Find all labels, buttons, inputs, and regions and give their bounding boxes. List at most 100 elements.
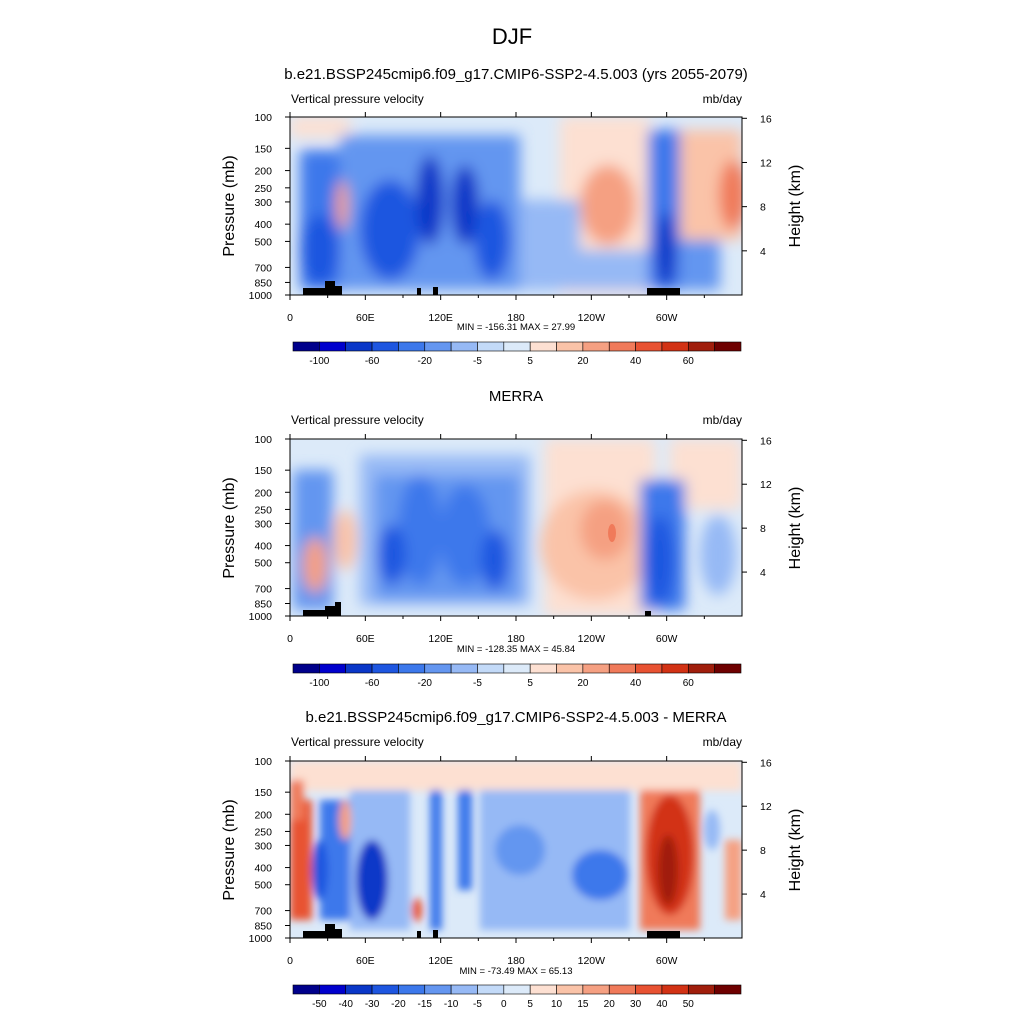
height-tick-label: 4	[760, 889, 766, 901]
y-tick-label: 250	[254, 826, 272, 838]
panel-units-label: mb/day	[703, 413, 742, 427]
panel-diff: b.e21.BSSP245cmip6.f09_g17.CMIP6-SSP2-4.…	[221, 709, 804, 1010]
colorbar-swatch	[661, 341, 689, 352]
colorbar-swatch	[477, 663, 505, 674]
colorbar-swatch	[345, 341, 373, 352]
height-tick-label: 16	[760, 435, 772, 447]
y-tick-label: 100	[254, 434, 272, 446]
x-tick-label: 60E	[356, 312, 375, 324]
y-tick-label: 150	[254, 787, 272, 799]
colorbar-swatch	[450, 663, 478, 674]
y-axis-label: Pressure (mb)	[221, 799, 238, 900]
height-tick-label: 8	[760, 202, 766, 214]
x-tick-label: 0	[287, 312, 293, 324]
x-tick-label: 180	[507, 312, 525, 324]
colorbar-label: -20	[418, 356, 433, 367]
height-tick-label: 12	[760, 801, 772, 813]
x-tick-label: 120W	[578, 633, 606, 645]
colorbar-swatch	[292, 663, 320, 674]
y-tick-label: 250	[254, 504, 272, 516]
panel-model: b.e21.BSSP245cmip6.f09_g17.CMIP6-SSP2-4.…	[221, 66, 804, 367]
colorbar-swatch	[582, 663, 610, 674]
x-tick-label: 180	[507, 633, 525, 645]
y-axis-label: Pressure (mb)	[221, 477, 238, 578]
panel-title: MERRA	[489, 388, 543, 405]
colorbar-swatch	[371, 341, 399, 352]
colorbar-swatch	[661, 663, 689, 674]
y-tick-label: 150	[254, 465, 272, 477]
colorbar: -100 -60 -20 -5 5 20 40 60	[292, 663, 742, 689]
x-tick-label: 120E	[428, 955, 453, 967]
y-axis-right-label: Height (km)	[787, 809, 804, 892]
y-tick-label: 1000	[249, 933, 273, 945]
colorbar-swatch	[687, 984, 715, 995]
topography-mask	[303, 602, 651, 616]
topography-mask	[303, 281, 680, 295]
colorbar-swatch	[398, 984, 426, 995]
colorbar-swatch	[529, 341, 557, 352]
colorbar-swatch	[529, 663, 557, 674]
y-tick-label: 100	[254, 112, 272, 124]
x-tick-label: 60E	[356, 633, 375, 645]
y-tick-label: 400	[254, 219, 272, 231]
y-tick-label: 850	[254, 599, 272, 611]
height-tick-label: 4	[760, 567, 766, 579]
colorbar-swatch	[398, 341, 426, 352]
colorbar-label: 5	[527, 356, 533, 367]
x-tick-label: 120W	[578, 312, 606, 324]
x-tick-label: 180	[507, 955, 525, 967]
colorbar: -100 -60 -20 -5 5 20 40 60	[292, 341, 742, 367]
y-tick-label: 700	[254, 906, 272, 918]
colorbar-swatch	[319, 663, 347, 674]
field-plot	[290, 439, 742, 616]
y-tick-label: 500	[254, 236, 272, 248]
colorbar-swatch	[477, 341, 505, 352]
x-tick-label: 120E	[428, 312, 453, 324]
colorbar-swatch	[424, 984, 452, 995]
field-plot	[290, 117, 742, 295]
colorbar-label: 60	[683, 678, 695, 689]
panel-obs: MERRA Vertical pressure velocity mb/day …	[221, 388, 804, 689]
colorbar-swatch	[556, 341, 584, 352]
colorbar-swatch	[371, 663, 399, 674]
colorbar-swatch	[635, 341, 663, 352]
colorbar-label: -5	[473, 678, 482, 689]
x-tick-label: 0	[287, 955, 293, 967]
y-tick-label: 300	[254, 840, 272, 852]
colorbar-swatch	[345, 663, 373, 674]
y-tick-label: 150	[254, 143, 272, 155]
y-tick-label: 300	[254, 518, 272, 530]
height-tick-label: 12	[760, 479, 772, 491]
colorbar-label: -5	[473, 999, 482, 1010]
y-tick-label: 200	[254, 487, 272, 499]
colorbar-label: -10	[444, 999, 459, 1010]
height-tick-label: 8	[760, 523, 766, 535]
colorbar-swatch	[582, 341, 610, 352]
colorbar-label: 10	[551, 999, 563, 1010]
panel-title: b.e21.BSSP245cmip6.f09_g17.CMIP6-SSP2-4.…	[284, 66, 748, 83]
panel-variable-label: Vertical pressure velocity	[291, 413, 424, 427]
colorbar-label: 40	[656, 999, 668, 1010]
colorbar-swatch	[503, 984, 531, 995]
x-tick-label: 120W	[578, 955, 606, 967]
colorbar-label: -100	[309, 356, 329, 367]
panel-variable-label: Vertical pressure velocity	[291, 735, 424, 749]
y-tick-label: 1000	[249, 611, 273, 623]
colorbar-label: 20	[604, 999, 616, 1010]
colorbar-label: 20	[577, 356, 589, 367]
colorbar-swatch	[292, 984, 320, 995]
y-tick-label: 100	[254, 756, 272, 768]
colorbar-label: -40	[338, 999, 353, 1010]
colorbar-swatch	[292, 341, 320, 352]
colorbar-label: 5	[527, 999, 533, 1010]
colorbar-swatch	[319, 341, 347, 352]
min-max-stats: MIN = -128.35 MAX = 45.84	[457, 644, 575, 655]
colorbar-swatch	[556, 984, 584, 995]
colorbar-swatch	[582, 984, 610, 995]
x-tick-label: 60W	[656, 955, 678, 967]
colorbar-swatch	[371, 984, 399, 995]
